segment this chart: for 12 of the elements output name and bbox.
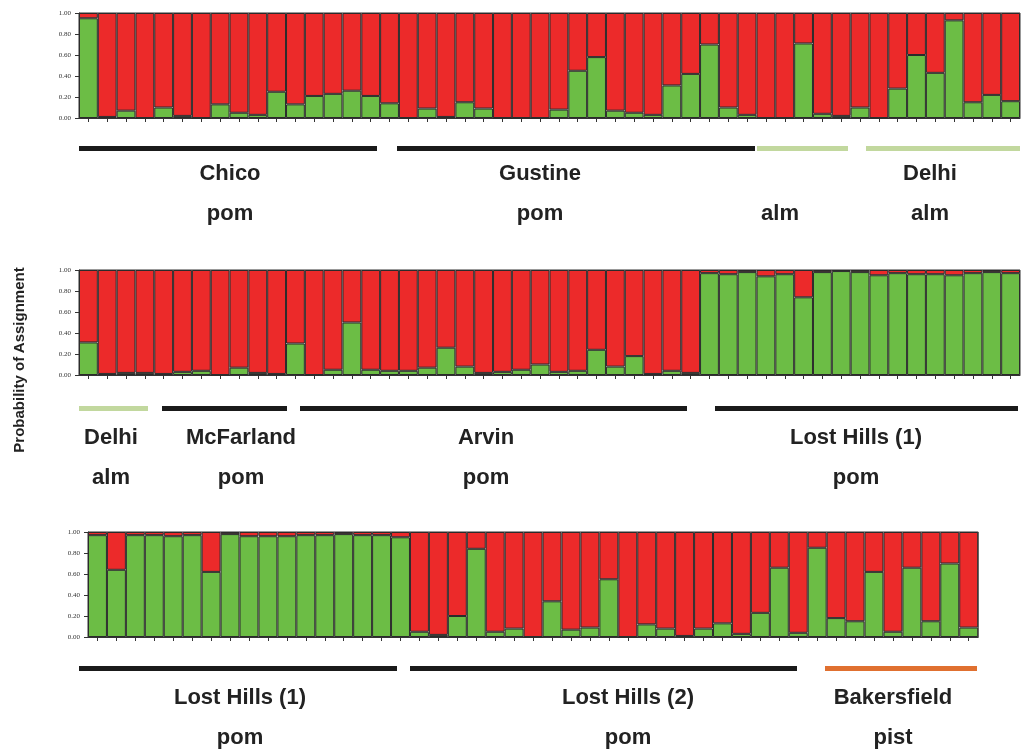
text: Delhi alm xyxy=(903,160,957,226)
text: Arvin pom xyxy=(457,424,515,490)
y-axis-title: Probability of Assignment xyxy=(9,267,27,453)
text: McFarland pom xyxy=(185,424,297,490)
text: Lost Hills (1) pom xyxy=(789,424,923,490)
text: Chico pom xyxy=(199,160,261,226)
text: Gustine pom xyxy=(499,160,581,226)
text: Delhi alm xyxy=(84,424,138,490)
text: Lost Hills (1) pom xyxy=(173,684,307,750)
text: alm xyxy=(761,200,799,226)
text: Lost Hills (2) pom xyxy=(561,684,695,750)
text: Bakersfield pist xyxy=(833,684,953,750)
